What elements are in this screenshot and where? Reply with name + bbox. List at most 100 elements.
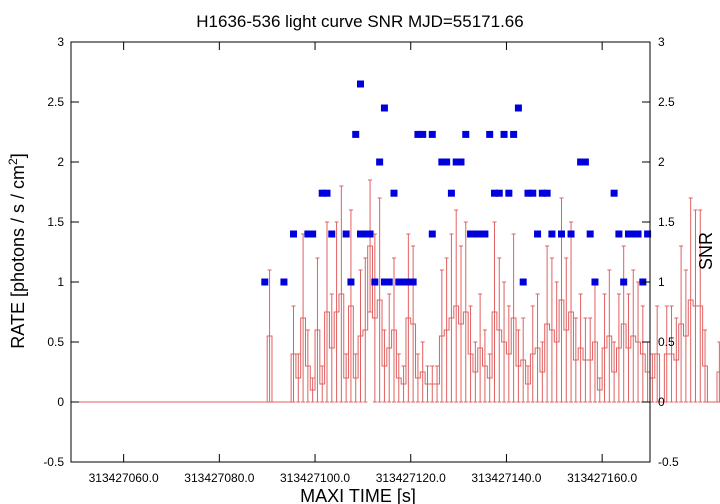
snr-point	[290, 230, 298, 238]
y-left-tick-label: 0	[57, 395, 64, 409]
y-left-tick-label: -0.5	[43, 455, 64, 469]
y-axis-left-title-main: RATE [photons / s / cm	[8, 165, 28, 349]
snr-point	[323, 189, 331, 197]
snr-point	[481, 230, 489, 238]
snr-point	[557, 230, 565, 238]
x-tick-label: 313427060.0	[89, 471, 159, 485]
snr-point	[400, 278, 408, 286]
snr-point	[452, 158, 460, 166]
snr-point	[490, 189, 498, 197]
snr-point	[529, 189, 537, 197]
snr-point	[500, 130, 508, 138]
snr-point	[328, 230, 336, 238]
snr-point	[318, 189, 326, 197]
rate-series	[71, 179, 720, 403]
snr-point	[380, 278, 388, 286]
snr-point	[567, 230, 575, 238]
snr-point	[538, 189, 546, 197]
x-tick-label: 313427160.0	[567, 471, 637, 485]
snr-point	[385, 278, 393, 286]
y-axis-right: -0.5 0 0.5 1 1.5 2 2.5 3	[642, 35, 679, 469]
snr-point	[447, 189, 455, 197]
snr-point	[438, 158, 446, 166]
snr-point	[457, 158, 465, 166]
snr-point	[395, 278, 403, 286]
y-axis-right-title: SNR	[696, 232, 716, 270]
y-left-tick-label: 2	[57, 155, 64, 169]
y-left-tick-label: 1.5	[47, 215, 64, 229]
y-axis-left-title-superscript: 2	[6, 158, 20, 165]
snr-point	[634, 230, 642, 238]
y-axis-left: -0.5 0 0.5 1 1.5 2 2.5 3	[43, 35, 79, 469]
x-tick-label: 313427120.0	[376, 471, 446, 485]
y-right-tick-label: -0.5	[658, 455, 679, 469]
snr-point	[581, 158, 589, 166]
y-left-tick-label: 0.5	[47, 335, 64, 349]
y-right-tick-label: 2	[658, 155, 665, 169]
x-axis-title: MAXI TIME [s]	[300, 486, 416, 504]
snr-point	[428, 230, 436, 238]
y-axis-left-title-end: ]	[8, 153, 28, 158]
snr-point	[629, 230, 637, 238]
snr-point	[361, 230, 369, 238]
snr-point	[443, 158, 451, 166]
y-right-tick-label: 0.5	[658, 335, 675, 349]
y-right-tick-label: 2.5	[658, 95, 675, 109]
snr-point	[476, 230, 484, 238]
snr-point	[577, 158, 585, 166]
y-left-tick-label: 2.5	[47, 95, 64, 109]
snr-point	[548, 230, 556, 238]
y-left-tick-label: 1	[57, 275, 64, 289]
snr-point	[586, 230, 594, 238]
snr-point	[309, 230, 317, 238]
snr-point	[534, 230, 542, 238]
snr-point	[519, 278, 527, 286]
snr-point	[615, 230, 623, 238]
snr-point	[543, 189, 551, 197]
snr-point	[514, 104, 522, 112]
x-tick-label: 313427100.0	[280, 471, 350, 485]
snr-point	[471, 230, 479, 238]
x-axis: 313427060.0 313427080.0 313427100.0 3134271…	[89, 42, 638, 485]
snr-point	[390, 189, 398, 197]
snr-point	[409, 278, 417, 286]
snr-point	[524, 189, 532, 197]
snr-point	[414, 130, 422, 138]
snr-series	[261, 80, 652, 286]
snr-point	[495, 189, 503, 197]
snr-point	[352, 130, 360, 138]
y-right-tick-label: 1.5	[658, 215, 675, 229]
snr-point	[304, 230, 312, 238]
snr-point	[371, 278, 379, 286]
snr-point	[342, 230, 350, 238]
plot-frame	[70, 41, 651, 463]
snr-point	[624, 230, 632, 238]
snr-point	[380, 104, 388, 112]
snr-point	[428, 130, 436, 138]
snr-point	[376, 158, 384, 166]
snr-point	[510, 130, 518, 138]
y-left-tick-label: 3	[57, 35, 64, 49]
snr-point	[419, 130, 427, 138]
y-axis-left-title: RATE [photons / s / cm2]	[6, 153, 28, 348]
y-right-tick-label: 3	[658, 35, 665, 49]
snr-point	[357, 230, 364, 238]
snr-point	[280, 278, 288, 286]
snr-point	[505, 189, 513, 197]
snr-point	[261, 278, 269, 286]
snr-point	[486, 130, 494, 138]
y-right-tick-label: 0	[658, 395, 665, 409]
snr-point	[644, 230, 652, 238]
chart-title: H1636-536 light curve SNR MJD=55171.66	[196, 12, 523, 31]
snr-point	[347, 278, 355, 286]
snr-point	[610, 189, 618, 197]
snr-point	[357, 80, 364, 88]
snr-point	[366, 230, 374, 238]
x-tick-label: 313427140.0	[471, 471, 541, 485]
snr-point	[591, 278, 599, 286]
x-tick-label: 313427080.0	[184, 471, 254, 485]
snr-point	[467, 230, 475, 238]
snr-point	[620, 278, 628, 286]
